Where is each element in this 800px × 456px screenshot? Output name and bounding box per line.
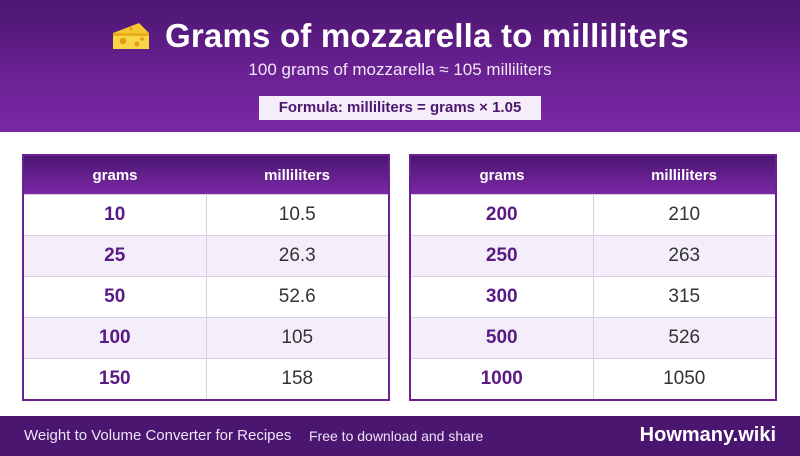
milliliters-cell: 263 (668, 245, 701, 266)
grams-cell: 100 (24, 318, 207, 358)
formula-badge: Formula: milliliters = grams × 1.05 (259, 96, 541, 120)
grams-cell: 1000 (411, 359, 594, 399)
conversion-table-right: grams milliliters 200 210 250 263 300 31… (409, 154, 777, 401)
column-header-grams: grams (92, 166, 138, 184)
conversion-table-left: grams milliliters 10 10.5 25 26.3 50 52.… (22, 154, 390, 401)
table-row: 150 158 (24, 358, 388, 399)
milliliters-cell: 52.6 (278, 286, 316, 307)
page-title: Grams of mozzarella to milliliters (0, 14, 800, 58)
footer-brand[interactable]: Howmany.wiki (639, 424, 776, 446)
milliliters-cell: 1050 (663, 368, 706, 389)
table-row: 200 210 (411, 194, 775, 235)
column-header-milliliters: milliliters (651, 166, 717, 184)
footer: Weight to Volume Converter for Recipes F… (0, 416, 800, 456)
grams-cell: 50 (24, 277, 207, 317)
table-header: grams milliliters (411, 156, 775, 194)
grams-cell: 25 (24, 236, 207, 276)
grams-cell: 250 (411, 236, 594, 276)
table-row: 25 26.3 (24, 235, 388, 276)
milliliters-cell: 26.3 (278, 245, 316, 266)
table-row: 100 105 (24, 317, 388, 358)
table-row: 250 263 (411, 235, 775, 276)
header: Grams of mozzarella to milliliters 100 g… (0, 0, 800, 132)
milliliters-cell: 526 (668, 327, 701, 348)
table-header: grams milliliters (24, 156, 388, 194)
table-row: 500 526 (411, 317, 775, 358)
table-row: 1000 1050 (411, 358, 775, 399)
cheese-icon (113, 23, 150, 49)
footer-share-text: Free to download and share (309, 428, 484, 444)
table-row: 300 315 (411, 276, 775, 317)
footer-converter-text: Weight to Volume Converter for Recipes (24, 427, 292, 444)
grams-cell: 10 (24, 195, 207, 235)
milliliters-cell: 315 (668, 286, 701, 307)
milliliters-cell: 210 (668, 204, 701, 225)
grams-cell: 150 (24, 359, 207, 399)
milliliters-cell: 158 (281, 368, 314, 389)
grams-cell: 500 (411, 318, 594, 358)
page-title-text: Grams of mozzarella to milliliters (165, 17, 689, 54)
grams-cell: 200 (411, 195, 594, 235)
table-row: 10 10.5 (24, 194, 388, 235)
milliliters-cell: 105 (281, 327, 314, 348)
grams-cell: 300 (411, 277, 594, 317)
table-row: 50 52.6 (24, 276, 388, 317)
subtitle: 100 grams of mozzarella ≈ 105 milliliter… (248, 60, 552, 79)
column-header-milliliters: milliliters (264, 166, 330, 184)
milliliters-cell: 10.5 (278, 204, 316, 225)
column-header-grams: grams (479, 166, 525, 184)
